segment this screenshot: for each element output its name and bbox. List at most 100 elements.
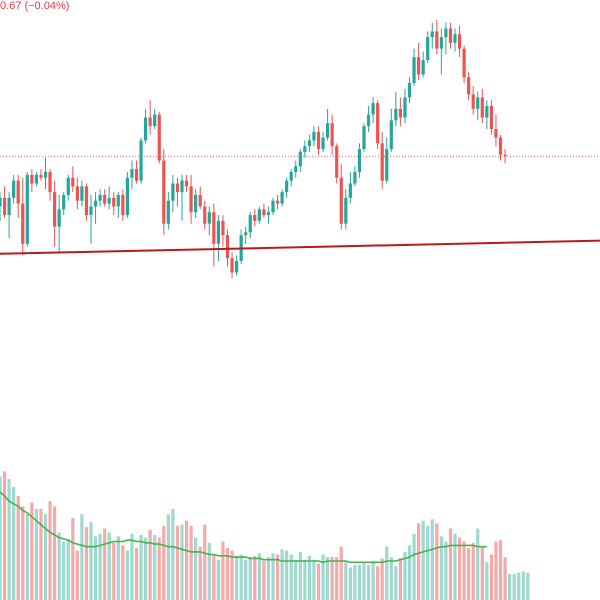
- candle-body: [339, 177, 343, 224]
- candle: [394, 91, 398, 127]
- candle-body: [407, 83, 412, 98]
- candle-body: [316, 131, 321, 150]
- candle-body: [166, 200, 170, 224]
- candle-body: [480, 97, 484, 118]
- candle: [153, 108, 157, 129]
- candle-body: [162, 160, 166, 224]
- volume-bar: [467, 548, 471, 600]
- volume-bar: [444, 541, 448, 600]
- candle: [139, 137, 143, 184]
- candle: [476, 91, 480, 121]
- candle-body: [175, 183, 180, 193]
- volume-bar: [103, 528, 107, 600]
- candle-body: [444, 28, 448, 38]
- candle-body: [189, 186, 193, 213]
- candle: [417, 42, 421, 81]
- volume-bar: [439, 536, 443, 600]
- candle-body: [307, 140, 311, 147]
- candle: [121, 189, 125, 221]
- candle-body: [430, 31, 434, 38]
- volume-bar: [89, 522, 93, 600]
- volume-bar: [34, 509, 38, 600]
- candle: [257, 206, 261, 224]
- candle-body: [330, 123, 334, 147]
- candle: [184, 174, 189, 193]
- candle: [175, 177, 180, 207]
- candle-body: [171, 183, 175, 201]
- volume-bar: [144, 537, 148, 600]
- candle: [357, 143, 362, 178]
- volume-bar: [366, 564, 371, 600]
- candle-body: [157, 114, 161, 161]
- candle: [89, 194, 93, 244]
- candle: [48, 169, 52, 201]
- volume-bar: [98, 533, 102, 600]
- volume-bar: [198, 546, 202, 600]
- candle: [385, 137, 389, 184]
- candle-body: [244, 232, 248, 236]
- volume-bar: [125, 550, 129, 600]
- volume-bar: [339, 546, 343, 600]
- candle: [93, 192, 98, 224]
- volume-bar: [508, 574, 512, 600]
- candle: [376, 100, 380, 150]
- candle-body: [280, 192, 284, 204]
- candle: [203, 200, 207, 230]
- volume-bar: [517, 572, 521, 600]
- candle: [0, 192, 2, 221]
- volume-bar: [330, 557, 334, 600]
- candle-body: [84, 186, 89, 216]
- support-trendline[interactable]: [0, 239, 600, 255]
- candle: [198, 186, 202, 210]
- candle-body: [25, 174, 29, 244]
- candle-body: [271, 200, 275, 213]
- candle: [230, 252, 234, 279]
- volume-bar: [2, 471, 7, 600]
- candle: [244, 226, 248, 244]
- candle: [271, 197, 275, 216]
- candle-body: [298, 151, 302, 167]
- candle-body: [248, 215, 252, 233]
- volume-bar: [248, 557, 252, 600]
- candle: [125, 172, 129, 218]
- volume-bar: [253, 555, 257, 600]
- candle: [457, 25, 462, 58]
- candle-body: [89, 206, 93, 216]
- volume-bar: [0, 476, 2, 600]
- candle-body: [130, 169, 134, 178]
- candle: [444, 22, 448, 55]
- candle-body: [43, 172, 48, 178]
- candle-body: [75, 186, 79, 201]
- candle-body: [275, 200, 280, 204]
- candle: [353, 166, 357, 187]
- candle: [248, 212, 252, 239]
- candle: [25, 172, 29, 247]
- volume-bar: [203, 524, 207, 600]
- candle: [7, 192, 11, 239]
- candle-body: [34, 174, 38, 184]
- candle-body: [357, 149, 362, 173]
- volume-bar: [112, 542, 116, 600]
- candle-body: [453, 34, 457, 43]
- volume-bar: [480, 546, 484, 600]
- candle: [330, 114, 334, 155]
- volume-bar: [166, 514, 170, 600]
- volume-ma-line: [0, 491, 487, 564]
- volume-bar: [207, 542, 211, 600]
- volume-bar: [16, 496, 20, 600]
- candle-body: [221, 220, 225, 236]
- volume-bar: [403, 551, 407, 600]
- candle: [344, 189, 348, 230]
- candle-body: [376, 103, 380, 144]
- candle: [16, 174, 20, 218]
- volume-bar: [121, 545, 125, 600]
- candle: [467, 71, 471, 101]
- volume-bar: [189, 525, 193, 600]
- candle-body: [98, 194, 102, 201]
- candle: [285, 177, 289, 198]
- candle-body: [230, 258, 234, 273]
- volume-bar: [93, 536, 98, 600]
- candle: [439, 28, 443, 75]
- volume-bar: [139, 535, 143, 600]
- candle-body: [353, 172, 357, 184]
